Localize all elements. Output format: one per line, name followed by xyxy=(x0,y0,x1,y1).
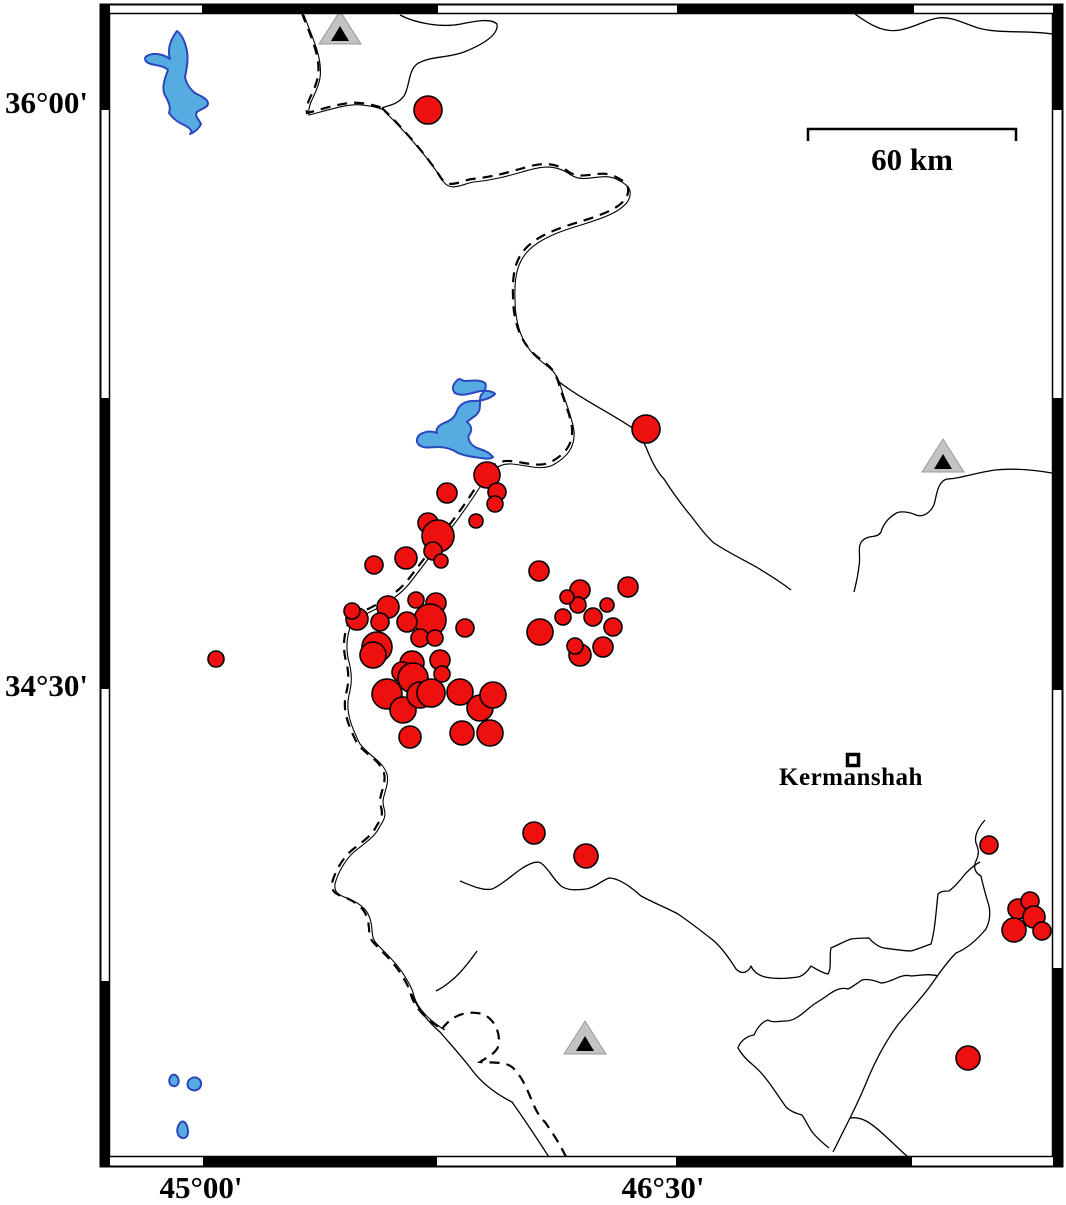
earthquake-epicenter-marker xyxy=(449,720,475,746)
earthquake-epicenter-marker xyxy=(559,589,575,605)
river-line xyxy=(853,468,1053,593)
frame-tick-segment xyxy=(203,1157,437,1167)
earthquake-epicenter-marker xyxy=(1032,921,1052,941)
lake-polygon xyxy=(176,1120,189,1140)
earthquake-epicenter-marker xyxy=(955,1045,981,1071)
earthquake-epicenter-marker xyxy=(396,611,418,633)
frame-tick-segment xyxy=(676,1157,912,1167)
earthquake-epicenter-marker xyxy=(364,555,384,575)
lake-polygon xyxy=(168,1073,180,1088)
earthquake-epicenter-marker xyxy=(359,641,387,669)
earthquake-epicenter-marker xyxy=(416,678,446,708)
earthquake-epicenter-marker xyxy=(479,681,507,709)
earthquake-epicenter-marker xyxy=(554,608,572,626)
earthquake-epicenter-marker xyxy=(979,835,999,855)
river-line xyxy=(737,974,939,1149)
earthquake-epicenter-marker xyxy=(631,414,661,444)
earthquake-epicenter-marker xyxy=(476,719,504,747)
earthquake-epicenter-marker xyxy=(455,618,475,638)
lake-polygon xyxy=(186,1076,203,1092)
frame-tick-segment xyxy=(677,4,914,14)
river-line xyxy=(411,993,550,1157)
frame-tick-segment xyxy=(100,4,110,110)
earthquake-epicenter-marker xyxy=(398,725,422,749)
frame-tick-segment xyxy=(202,4,438,14)
earthquake-epicenter-marker xyxy=(343,602,361,620)
country-border-dashed xyxy=(441,1011,567,1157)
map-frame-inner xyxy=(108,12,1054,1158)
lake-polygon xyxy=(415,378,496,460)
lat-label-36-00: 36°00' xyxy=(4,85,88,120)
earthquake-epicenter-marker xyxy=(413,95,443,125)
earthquake-epicenter-marker xyxy=(599,597,615,613)
river-line xyxy=(854,13,1053,35)
earthquake-epicenter-marker xyxy=(446,678,474,706)
earthquake-epicenter-marker xyxy=(407,591,425,609)
map-content xyxy=(144,13,1053,1157)
lon-label-46-30: 46°30' xyxy=(621,1170,705,1205)
earthquake-epicenter-marker xyxy=(522,821,546,845)
lon-label-45-00: 45°00' xyxy=(159,1170,243,1205)
river-line xyxy=(557,380,792,591)
earthquake-epicenter-marker xyxy=(433,553,449,569)
earthquake-epicenter-marker xyxy=(473,461,501,489)
earthquake-epicenter-marker xyxy=(486,495,504,513)
river-line xyxy=(381,14,498,109)
lat-label-34-30: 34°30' xyxy=(4,668,88,703)
station-triangle-core-icon xyxy=(331,26,349,41)
earthquake-epicenter-marker xyxy=(583,607,603,627)
earthquake-epicenter-marker xyxy=(528,560,550,582)
frame-tick-segment xyxy=(1053,968,1063,1167)
river-line xyxy=(832,819,991,1153)
scale-bar-label: 60 km xyxy=(871,142,953,177)
frame-tick-segment xyxy=(100,398,110,689)
station-triangle-core-icon xyxy=(576,1036,594,1051)
lake-polygon xyxy=(144,30,209,135)
station-triangle-core-icon xyxy=(934,454,952,469)
city-marker-square xyxy=(845,752,861,768)
earthquake-epicenter-marker xyxy=(526,618,554,646)
scale-bar xyxy=(806,127,1018,141)
earthquake-epicenter-marker xyxy=(436,482,458,504)
earthquake-epicenter-marker xyxy=(468,513,484,529)
earthquake-epicenter-marker xyxy=(207,650,225,668)
frame-tick-segment xyxy=(1053,398,1063,690)
earthquake-epicenter-marker xyxy=(433,665,451,683)
earthquake-epicenter-marker xyxy=(617,576,639,598)
earthquake-epicenter-marker xyxy=(566,637,584,655)
river-line xyxy=(849,1117,909,1157)
city-label-kermanshah: Kermanshah xyxy=(779,764,923,791)
earthquake-epicenter-marker xyxy=(569,596,587,614)
earthquake-epicenter-marker xyxy=(573,843,599,869)
border-companion-line xyxy=(303,14,385,116)
frame-tick-segment xyxy=(1053,4,1063,110)
river-line xyxy=(435,950,478,992)
country-border-dashed xyxy=(330,616,443,1030)
earthquake-epicenter-marker xyxy=(370,612,390,632)
earthquake-epicenter-marker xyxy=(1001,917,1027,943)
earthquake-epicenter-marker xyxy=(426,629,444,647)
frame-tick-segment xyxy=(100,981,110,1167)
river-line xyxy=(459,861,981,980)
border-companion-line xyxy=(334,617,446,1031)
country-border-dashed xyxy=(301,13,383,115)
earthquake-epicenter-marker xyxy=(603,617,623,637)
earthquake-epicenter-marker xyxy=(394,546,418,570)
earthquake-epicenter-marker xyxy=(592,636,614,658)
